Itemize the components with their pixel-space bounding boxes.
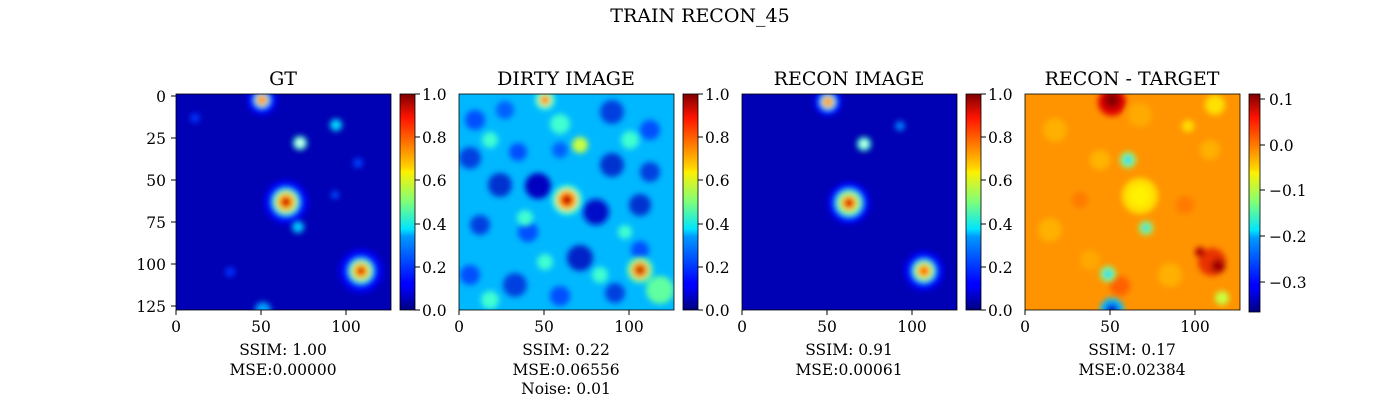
- colorbar-tick-label: 0.4: [705, 216, 730, 234]
- y-tick-label: 50: [146, 172, 166, 190]
- colorbar: 0.0 0.2 0.4 0.6 0.8 1.0: [682, 86, 730, 320]
- heatmap-image: [176, 94, 391, 310]
- colorbar-tick-label: −0.3: [1269, 274, 1307, 292]
- heatmap-image: [459, 94, 674, 310]
- x-axis: 0 50 100: [454, 310, 644, 336]
- x-tick-label: 100: [897, 318, 927, 336]
- panel-gt: GT: [136, 68, 446, 379]
- figure-title: TRAIN RECON_45: [610, 5, 789, 27]
- colorbar-tick-label: 1.0: [988, 86, 1013, 104]
- colorbar-tick-label: 0.0: [705, 302, 730, 320]
- colorbar-tick-label: 0.6: [422, 172, 447, 190]
- colorbar: 0.0 0.2 0.4 0.6 0.8 1.0: [965, 86, 1013, 320]
- y-tick-label: 25: [146, 130, 166, 148]
- x-tick-label: 50: [1100, 318, 1120, 336]
- x-tick-label: 100: [614, 318, 644, 336]
- colorbar-tick-label: 0.0: [1269, 137, 1294, 155]
- panel-title: GT: [269, 68, 297, 90]
- panel-recon-minus-target: RECON - TARGET: [1020, 68, 1307, 379]
- colorbar: 0.0 0.2 0.4 0.6 0.8 1.0: [399, 86, 447, 320]
- colorbar-tick-label: 0.2: [988, 259, 1013, 277]
- panel-dirty-image: DIRTY IMAGE: [454, 68, 730, 398]
- colorbar-tick-label: 1.0: [705, 86, 730, 104]
- panel-title: DIRTY IMAGE: [497, 68, 635, 90]
- y-axis: 0 25 50 75 100 125: [136, 88, 176, 316]
- x-tick-label: 50: [817, 318, 837, 336]
- panel-title: RECON IMAGE: [774, 68, 925, 90]
- colorbar: 0.1 0.0 −0.1 −0.2 −0.3: [1248, 91, 1307, 313]
- colorbar-tick-label: 0.8: [422, 129, 447, 147]
- x-tick-label: 0: [737, 318, 747, 336]
- caption-noise: Noise: 0.01: [521, 380, 611, 398]
- colorbar-tick-label: 0.8: [988, 129, 1013, 147]
- panel-title: RECON - TARGET: [1045, 68, 1220, 90]
- x-tick-label: 50: [534, 318, 554, 336]
- x-tick-label: 0: [171, 318, 181, 336]
- colorbar-tick-label: 0.4: [988, 216, 1013, 234]
- x-axis: 0 50 100: [171, 310, 361, 336]
- colorbar-tick-label: 1.0: [422, 86, 447, 104]
- y-tick-label: 0: [156, 88, 166, 106]
- y-tick-label: 125: [136, 298, 166, 316]
- caption-ssim: SSIM: 0.91: [805, 341, 893, 359]
- colorbar-tick-label: 0.0: [988, 302, 1013, 320]
- x-tick-label: 100: [331, 318, 361, 336]
- x-tick-label: 0: [454, 318, 464, 336]
- heatmap-image: [1025, 94, 1240, 310]
- colorbar-tick-label: −0.1: [1269, 182, 1307, 200]
- x-tick-label: 0: [1020, 318, 1030, 336]
- x-axis: 0 50 100: [737, 310, 927, 336]
- colorbar-tick-label: −0.2: [1269, 228, 1307, 246]
- x-axis: 0 50 100: [1020, 310, 1210, 336]
- colorbar-tick-label: 0.1: [1269, 91, 1294, 109]
- caption-ssim: SSIM: 0.17: [1088, 341, 1176, 359]
- x-tick-label: 50: [251, 318, 271, 336]
- caption-ssim: SSIM: 1.00: [239, 341, 327, 359]
- caption-mse: MSE:0.06556: [512, 361, 619, 379]
- colorbar-tick-label: 0.6: [705, 172, 730, 190]
- colorbar-tick-label: 0.0: [422, 302, 447, 320]
- y-tick-label: 100: [136, 256, 166, 274]
- panel-recon-image: RECON IMAGE: [737, 68, 1013, 379]
- caption-ssim: SSIM: 0.22: [522, 341, 610, 359]
- caption-mse: MSE:0.00061: [795, 361, 902, 379]
- caption-mse: MSE:0.02384: [1078, 361, 1185, 379]
- heatmap-image: [742, 94, 957, 310]
- colorbar-tick-label: 0.8: [705, 129, 730, 147]
- x-tick-label: 100: [1180, 318, 1210, 336]
- colorbar-tick-label: 0.2: [422, 259, 447, 277]
- colorbar-tick-label: 0.2: [705, 259, 730, 277]
- caption-mse: MSE:0.00000: [229, 361, 336, 379]
- y-tick-label: 75: [146, 214, 166, 232]
- colorbar-tick-label: 0.6: [988, 172, 1013, 190]
- colorbar-tick-label: 0.4: [422, 216, 447, 234]
